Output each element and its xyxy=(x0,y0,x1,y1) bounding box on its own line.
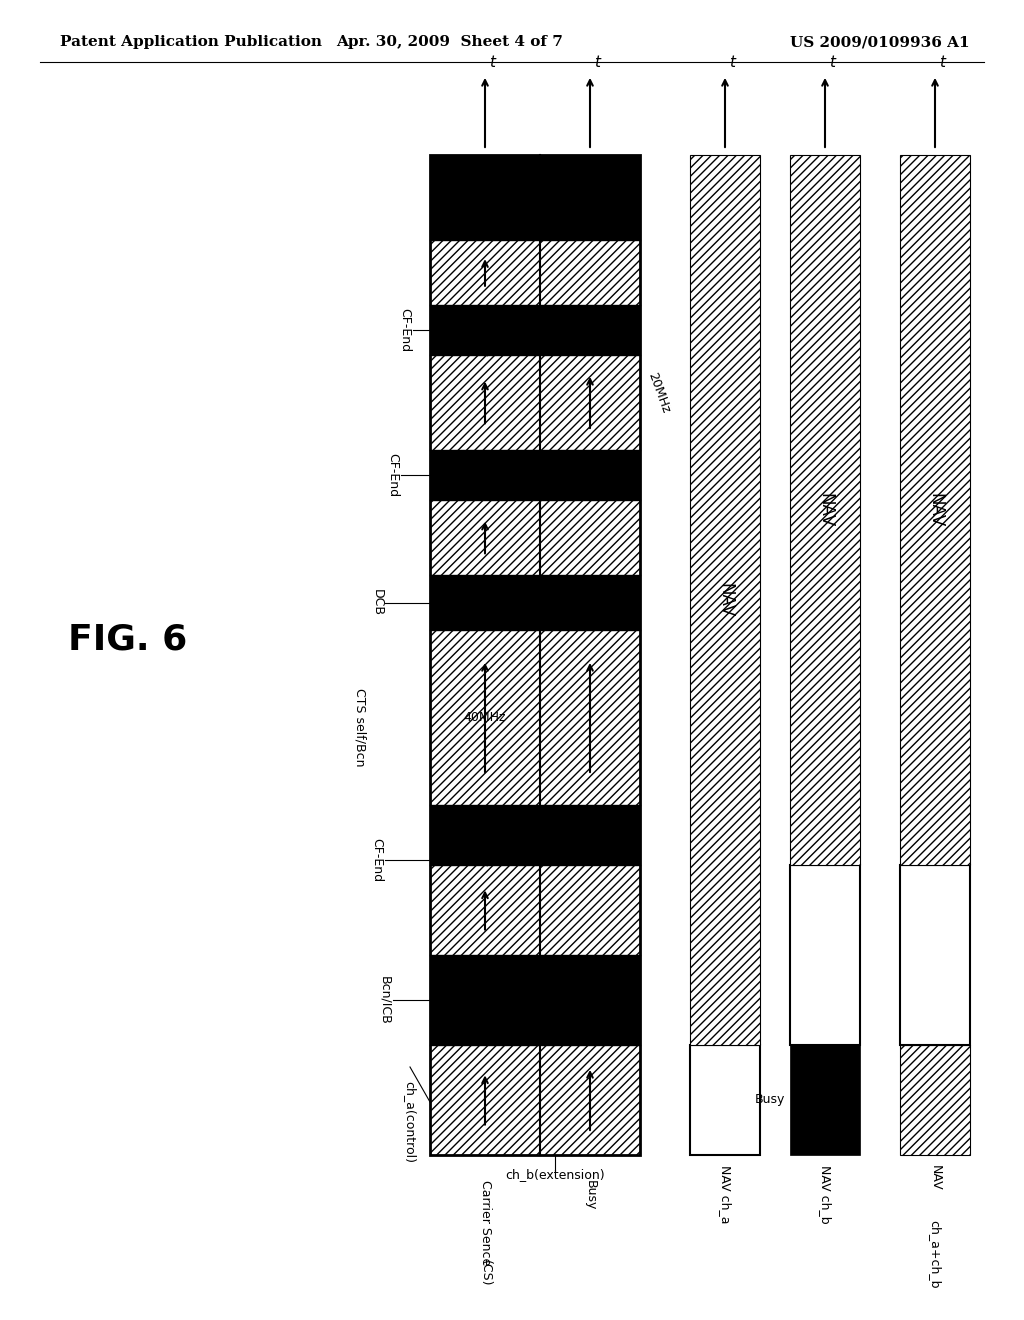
Text: NAV ch_a: NAV ch_a xyxy=(719,1166,731,1224)
Bar xyxy=(540,865,640,954)
Text: NAV: NAV xyxy=(816,492,834,527)
Bar xyxy=(900,865,970,1045)
Bar xyxy=(430,154,540,240)
Bar xyxy=(540,500,640,576)
Bar xyxy=(430,240,540,305)
Bar xyxy=(430,1045,540,1155)
Text: Busy: Busy xyxy=(755,1093,785,1106)
Bar xyxy=(430,450,540,500)
Bar xyxy=(690,154,760,1045)
Text: Bcn/ICB: Bcn/ICB xyxy=(379,975,391,1024)
Text: CTS self/Bcn: CTS self/Bcn xyxy=(353,688,367,767)
Text: Patent Application Publication: Patent Application Publication xyxy=(60,36,322,49)
Bar xyxy=(540,154,640,240)
Bar xyxy=(900,1045,970,1155)
Bar xyxy=(540,954,640,1045)
Bar xyxy=(430,576,540,630)
Text: t: t xyxy=(594,55,600,70)
Text: (CS): (CS) xyxy=(478,1261,492,1287)
Text: t: t xyxy=(729,55,735,70)
Text: Apr. 30, 2009  Sheet 4 of 7: Apr. 30, 2009 Sheet 4 of 7 xyxy=(337,36,563,49)
Text: DCB: DCB xyxy=(371,589,384,616)
Text: NAV ch_b: NAV ch_b xyxy=(818,1166,831,1224)
Text: ch_a+ch_b: ch_a+ch_b xyxy=(929,1220,941,1288)
Bar xyxy=(430,630,540,805)
Bar xyxy=(540,305,640,355)
Text: CF-End: CF-End xyxy=(398,308,412,352)
Bar xyxy=(430,865,540,954)
Text: t: t xyxy=(489,55,495,70)
Bar xyxy=(430,154,640,1155)
Text: US 2009/0109936 A1: US 2009/0109936 A1 xyxy=(790,36,970,49)
Bar xyxy=(540,240,640,305)
Bar xyxy=(430,355,540,450)
Bar xyxy=(430,500,540,576)
Text: Carrier Sence: Carrier Sence xyxy=(478,1180,492,1266)
Bar xyxy=(540,450,640,500)
Bar xyxy=(540,576,640,630)
Text: CS: CS xyxy=(490,337,505,347)
Text: t: t xyxy=(829,55,835,70)
Bar xyxy=(430,305,540,355)
Bar xyxy=(790,154,860,865)
Bar xyxy=(430,805,540,865)
Text: t: t xyxy=(939,55,945,70)
Text: 40MHz: 40MHz xyxy=(464,711,506,723)
Text: CF-End: CF-End xyxy=(371,838,384,882)
Text: CF-End: CF-End xyxy=(386,453,399,498)
Bar xyxy=(790,865,860,1045)
Text: NAV: NAV xyxy=(929,1166,941,1191)
Bar xyxy=(540,805,640,865)
Bar xyxy=(790,1045,860,1155)
Bar xyxy=(430,954,540,1045)
Bar xyxy=(690,1045,760,1155)
Bar xyxy=(540,630,640,805)
Bar xyxy=(900,154,970,865)
Text: FIG. 6: FIG. 6 xyxy=(68,623,187,657)
Text: Busy: Busy xyxy=(584,1180,597,1210)
Bar xyxy=(540,355,640,450)
Text: CS: CS xyxy=(490,847,505,857)
Bar xyxy=(540,1045,640,1155)
Text: 20MHz: 20MHz xyxy=(645,371,672,414)
Text: ch_a(control): ch_a(control) xyxy=(403,1081,417,1163)
Text: ch_b(extension): ch_b(extension) xyxy=(505,1168,605,1181)
Text: NAV: NAV xyxy=(926,492,944,527)
Text: NAV: NAV xyxy=(716,583,734,618)
